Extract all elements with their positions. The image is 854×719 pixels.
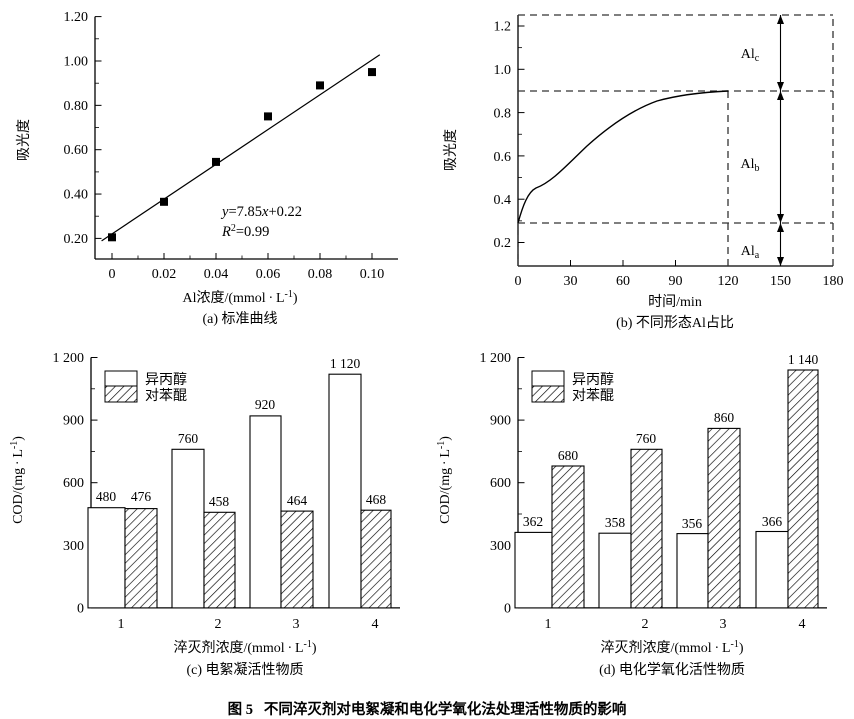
svg-text:y=7.85x+0.22: y=7.85x+0.22 — [220, 204, 302, 220]
svg-text:0: 0 — [77, 602, 84, 617]
svg-text:Al浓度/(mmol · L-1): Al浓度/(mmol · L-1) — [182, 289, 297, 306]
svg-text:356: 356 — [682, 516, 703, 531]
svg-text:(c) 电絮凝活性物质: (c) 电絮凝活性物质 — [186, 661, 303, 678]
svg-text:0.60: 0.60 — [64, 143, 89, 158]
svg-text:吸光度: 吸光度 — [16, 119, 32, 161]
svg-text:(b) 不同形态Al占比: (b) 不同形态Al占比 — [616, 315, 734, 331]
svg-text:480: 480 — [96, 489, 117, 504]
svg-text:4: 4 — [799, 617, 806, 632]
svg-text:1: 1 — [545, 617, 552, 632]
svg-text:Alc: Alc — [741, 47, 760, 64]
svg-text:1 200: 1 200 — [53, 351, 85, 366]
svg-text:900: 900 — [490, 414, 511, 429]
svg-text:1.0: 1.0 — [494, 63, 512, 78]
svg-text:对苯醌: 对苯醌 — [145, 387, 187, 404]
svg-text:0: 0 — [109, 267, 116, 282]
svg-text:1 200: 1 200 — [480, 351, 512, 366]
svg-text:0.8: 0.8 — [494, 107, 512, 122]
svg-text:淬灭剂浓度/(mmol · L-1): 淬灭剂浓度/(mmol · L-1) — [600, 639, 743, 656]
svg-text:300: 300 — [63, 539, 84, 554]
svg-text:3: 3 — [720, 617, 727, 632]
svg-text:COD/(mg · L-1): COD/(mg · L-1) — [436, 436, 453, 524]
svg-text:时间/min: 时间/min — [648, 294, 702, 310]
svg-text:1 120: 1 120 — [330, 356, 361, 371]
svg-text:464: 464 — [287, 493, 308, 508]
svg-text:0.6: 0.6 — [494, 150, 512, 165]
svg-text:760: 760 — [178, 431, 199, 446]
svg-text:0.06: 0.06 — [256, 267, 281, 282]
svg-text:860: 860 — [714, 410, 735, 425]
svg-text:1.00: 1.00 — [64, 55, 89, 70]
svg-text:0.4: 0.4 — [494, 193, 512, 208]
svg-text:1: 1 — [118, 617, 125, 632]
svg-text:600: 600 — [63, 476, 84, 491]
svg-text:1 140: 1 140 — [788, 352, 819, 367]
svg-text:Alb: Alb — [741, 157, 760, 174]
svg-text:150: 150 — [770, 274, 791, 289]
svg-text:0.80: 0.80 — [64, 99, 89, 114]
svg-text:362: 362 — [523, 514, 543, 529]
svg-text:300: 300 — [490, 539, 511, 554]
svg-text:淬灭剂浓度/(mmol · L-1): 淬灭剂浓度/(mmol · L-1) — [173, 639, 316, 656]
svg-text:900: 900 — [63, 414, 84, 429]
svg-text:0.20: 0.20 — [64, 232, 89, 247]
svg-text:异丙醇: 异丙醇 — [145, 371, 187, 388]
svg-text:对苯醌: 对苯醌 — [572, 387, 614, 404]
svg-text:60: 60 — [616, 274, 630, 289]
svg-text:0.40: 0.40 — [64, 188, 89, 203]
svg-text:0.08: 0.08 — [308, 267, 333, 282]
svg-text:468: 468 — [366, 492, 387, 507]
svg-text:1.20: 1.20 — [64, 10, 89, 25]
svg-text:90: 90 — [669, 274, 683, 289]
svg-text:760: 760 — [636, 431, 657, 446]
svg-text:3: 3 — [293, 617, 300, 632]
svg-text:0.10: 0.10 — [360, 267, 385, 282]
svg-text:680: 680 — [558, 448, 579, 463]
svg-text:0.02: 0.02 — [152, 267, 177, 282]
svg-text:(d) 电化学氧化活性物质: (d) 电化学氧化活性物质 — [599, 662, 745, 678]
svg-text:0: 0 — [504, 602, 511, 617]
svg-text:COD/(mg · L-1): COD/(mg · L-1) — [9, 436, 26, 524]
svg-text:异丙醇: 异丙醇 — [572, 371, 614, 388]
svg-text:2: 2 — [642, 617, 649, 632]
svg-text:Ala: Ala — [741, 244, 760, 261]
svg-text:1.2: 1.2 — [494, 20, 512, 35]
svg-text:R2=0.99: R2=0.99 — [221, 223, 269, 240]
svg-text:0.2: 0.2 — [494, 236, 512, 251]
svg-text:30: 30 — [564, 274, 578, 289]
svg-text:458: 458 — [209, 494, 230, 509]
svg-text:358: 358 — [605, 515, 626, 530]
svg-text:120: 120 — [718, 274, 739, 289]
svg-text:0: 0 — [515, 274, 522, 289]
svg-text:476: 476 — [131, 489, 152, 504]
svg-text:4: 4 — [372, 617, 379, 632]
svg-text:吸光度: 吸光度 — [443, 129, 459, 171]
svg-text:2: 2 — [215, 617, 222, 632]
svg-text:920: 920 — [255, 397, 276, 412]
svg-text:180: 180 — [823, 274, 844, 289]
svg-text:366: 366 — [762, 514, 783, 529]
svg-text:0.04: 0.04 — [204, 267, 229, 282]
svg-text:600: 600 — [490, 476, 511, 491]
svg-text:(a) 标准曲线: (a) 标准曲线 — [202, 311, 277, 327]
